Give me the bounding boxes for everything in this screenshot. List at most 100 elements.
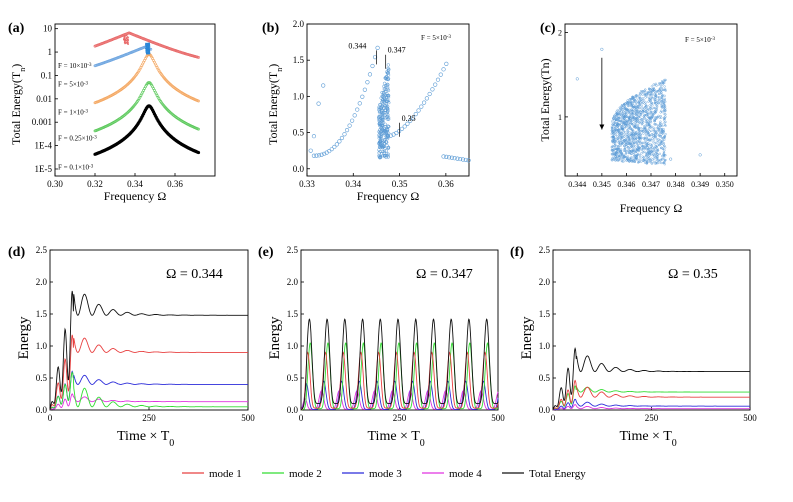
panel-c-point [660, 162, 662, 164]
panel-c-point [650, 158, 652, 160]
panel-a-bifurcation-point [146, 48, 147, 49]
panel-f-xtick-label: 500 [743, 413, 757, 423]
panel-a-bifurcation-point [147, 43, 148, 44]
panel-a-bifurcation-point [148, 49, 149, 50]
panel-c-point [665, 133, 667, 135]
panel-a-bifurcation-point [126, 37, 127, 38]
panel-a-bifurcation-point [124, 41, 125, 42]
panel-b-ytick-label: 0.5 [293, 128, 305, 138]
panel-b-point [335, 143, 339, 147]
panel-c-point [651, 85, 653, 87]
panel-b-point [321, 84, 325, 88]
legend-label-mode1: mode 1 [209, 468, 242, 480]
panel-b-point [417, 109, 421, 113]
panel-b-point [348, 124, 352, 128]
panel-c-point [576, 78, 579, 81]
panel-b-axes: 0.33 0.34 0.35 0.360.00.51.01.52.0 [293, 19, 471, 189]
panel-d-xlabel: Time × T0 [117, 429, 174, 449]
panel-a-ytick-label: 1E-5 [35, 164, 53, 174]
panel-b-point [309, 149, 313, 153]
panel-b-point [317, 154, 321, 158]
panel-c-point [660, 147, 662, 149]
panel-c-point [656, 133, 658, 135]
panel-a-bifurcation-point [146, 43, 147, 44]
panel-c-point [660, 115, 662, 117]
panel-b-point [312, 134, 316, 138]
panel-c-xtick-label: 0.349 [691, 180, 709, 189]
panel-c-point [623, 134, 625, 136]
panel-c-point [642, 107, 644, 109]
panel-c-point [615, 140, 617, 142]
panel-c-point [636, 99, 638, 101]
panel-d-omega-label: Ω = 0.344 [166, 267, 223, 282]
panel-f-xlabel: Time × T0 [620, 429, 677, 449]
panel-a-bifurcation-point [145, 50, 146, 51]
panel-a-bifurcation-point [148, 53, 149, 54]
panel-e-ylabel: Energy [267, 316, 283, 360]
panel-b-annotation: 0.344 [348, 41, 366, 50]
panel-b-annotation: 0.347 [388, 46, 406, 55]
panel-c-xtick-label: 0.346 [617, 180, 635, 189]
panel-c-point [646, 157, 648, 159]
panel-a-bifurcation-point [146, 45, 147, 46]
panel-d-xtick-label: 250 [142, 413, 156, 423]
panel-c-xtick-label: 0.348 [667, 180, 685, 189]
panel-b-xtick-label: 0.33 [299, 179, 315, 189]
panel-b-point [317, 102, 321, 106]
panel-c-point [642, 94, 644, 96]
panel-b-legend: F = 5×10-3 [421, 34, 451, 42]
panel-c-point [633, 140, 635, 142]
panel-b-point [425, 97, 429, 101]
panel-b-ylabel: Total Energy(Tn) [266, 64, 284, 145]
panel-a-bifurcation-point [128, 37, 129, 38]
panel-b-point [445, 62, 449, 66]
panel-c-point [659, 96, 661, 98]
panel-f-label: (f) [510, 245, 524, 260]
panel-a-ytick-label: 1 [48, 47, 53, 57]
panel-c-xtick-label: 0.345 [593, 180, 611, 189]
legend-label-mode4: mode 4 [449, 468, 482, 480]
panel-a-series-f01 [94, 105, 200, 156]
panel-a-ytick-label: 0.1 [41, 70, 52, 80]
panel-c-point [626, 134, 628, 136]
panel-b-xlabel: Frequency Ω [357, 189, 420, 203]
panel-e-xtick-label: 250 [393, 413, 407, 423]
panel-c-xtick-label: 0.350 [716, 180, 734, 189]
panel-b-ytick-label: 1.0 [293, 91, 305, 101]
panel-c-point [639, 159, 641, 161]
panel-d-line-mode2 [50, 373, 248, 411]
panel-c-point [664, 86, 666, 88]
legend-label-mode3: mode 3 [369, 468, 402, 480]
panel-c-point [641, 152, 643, 154]
panel-b-point [363, 88, 367, 92]
panel-d-ytick-label: 0.5 [36, 373, 48, 383]
panel-c-point [659, 153, 661, 155]
panel-a-ytick-label: 0.001 [32, 117, 52, 127]
panel-c-point [639, 116, 641, 118]
panel-e-ytick-label: 2.5 [287, 245, 299, 255]
panel-c-point [642, 97, 644, 99]
panel-a-bifurcation-point [123, 35, 124, 36]
panel-a-bifurcation-point [149, 43, 150, 44]
panel-d-ytick-label: 2.5 [36, 245, 48, 255]
panel-f-ytick-label: 2.0 [539, 277, 551, 287]
panel-d-ytick-label: 1.5 [36, 309, 48, 319]
panel-b-point [355, 108, 359, 112]
panel-c-point [637, 159, 639, 161]
panel-b-point [343, 132, 347, 136]
panel-c-ytick-label: 2 [558, 28, 562, 37]
panel-d-label: (d) [8, 245, 25, 260]
panel-c-xtick-label: 0.344 [568, 180, 586, 189]
panel-b-point [340, 136, 344, 140]
panel-f-ytick-label: 0.0 [539, 405, 551, 415]
panel-f-ytick-label: 2.5 [539, 245, 551, 255]
panel-c-point [601, 48, 604, 51]
panel-f-axes: 0 250 5000.00.51.01.52.02.5 [539, 245, 758, 423]
panel-a-bifurcation-point [126, 35, 127, 36]
panel-c-ylabel: Total Energy(Tn) [538, 58, 552, 141]
panel-c-point [660, 85, 662, 87]
panel-a-label: (a) [8, 21, 25, 36]
panel-a-series-label: F = 10×10-3 [58, 62, 92, 70]
panel-a-bifurcation-point [123, 39, 124, 40]
figure-canvas: 0.30 0.32 0.34 0.361010.10.010.0011E-41E-5(… [0, 0, 793, 502]
